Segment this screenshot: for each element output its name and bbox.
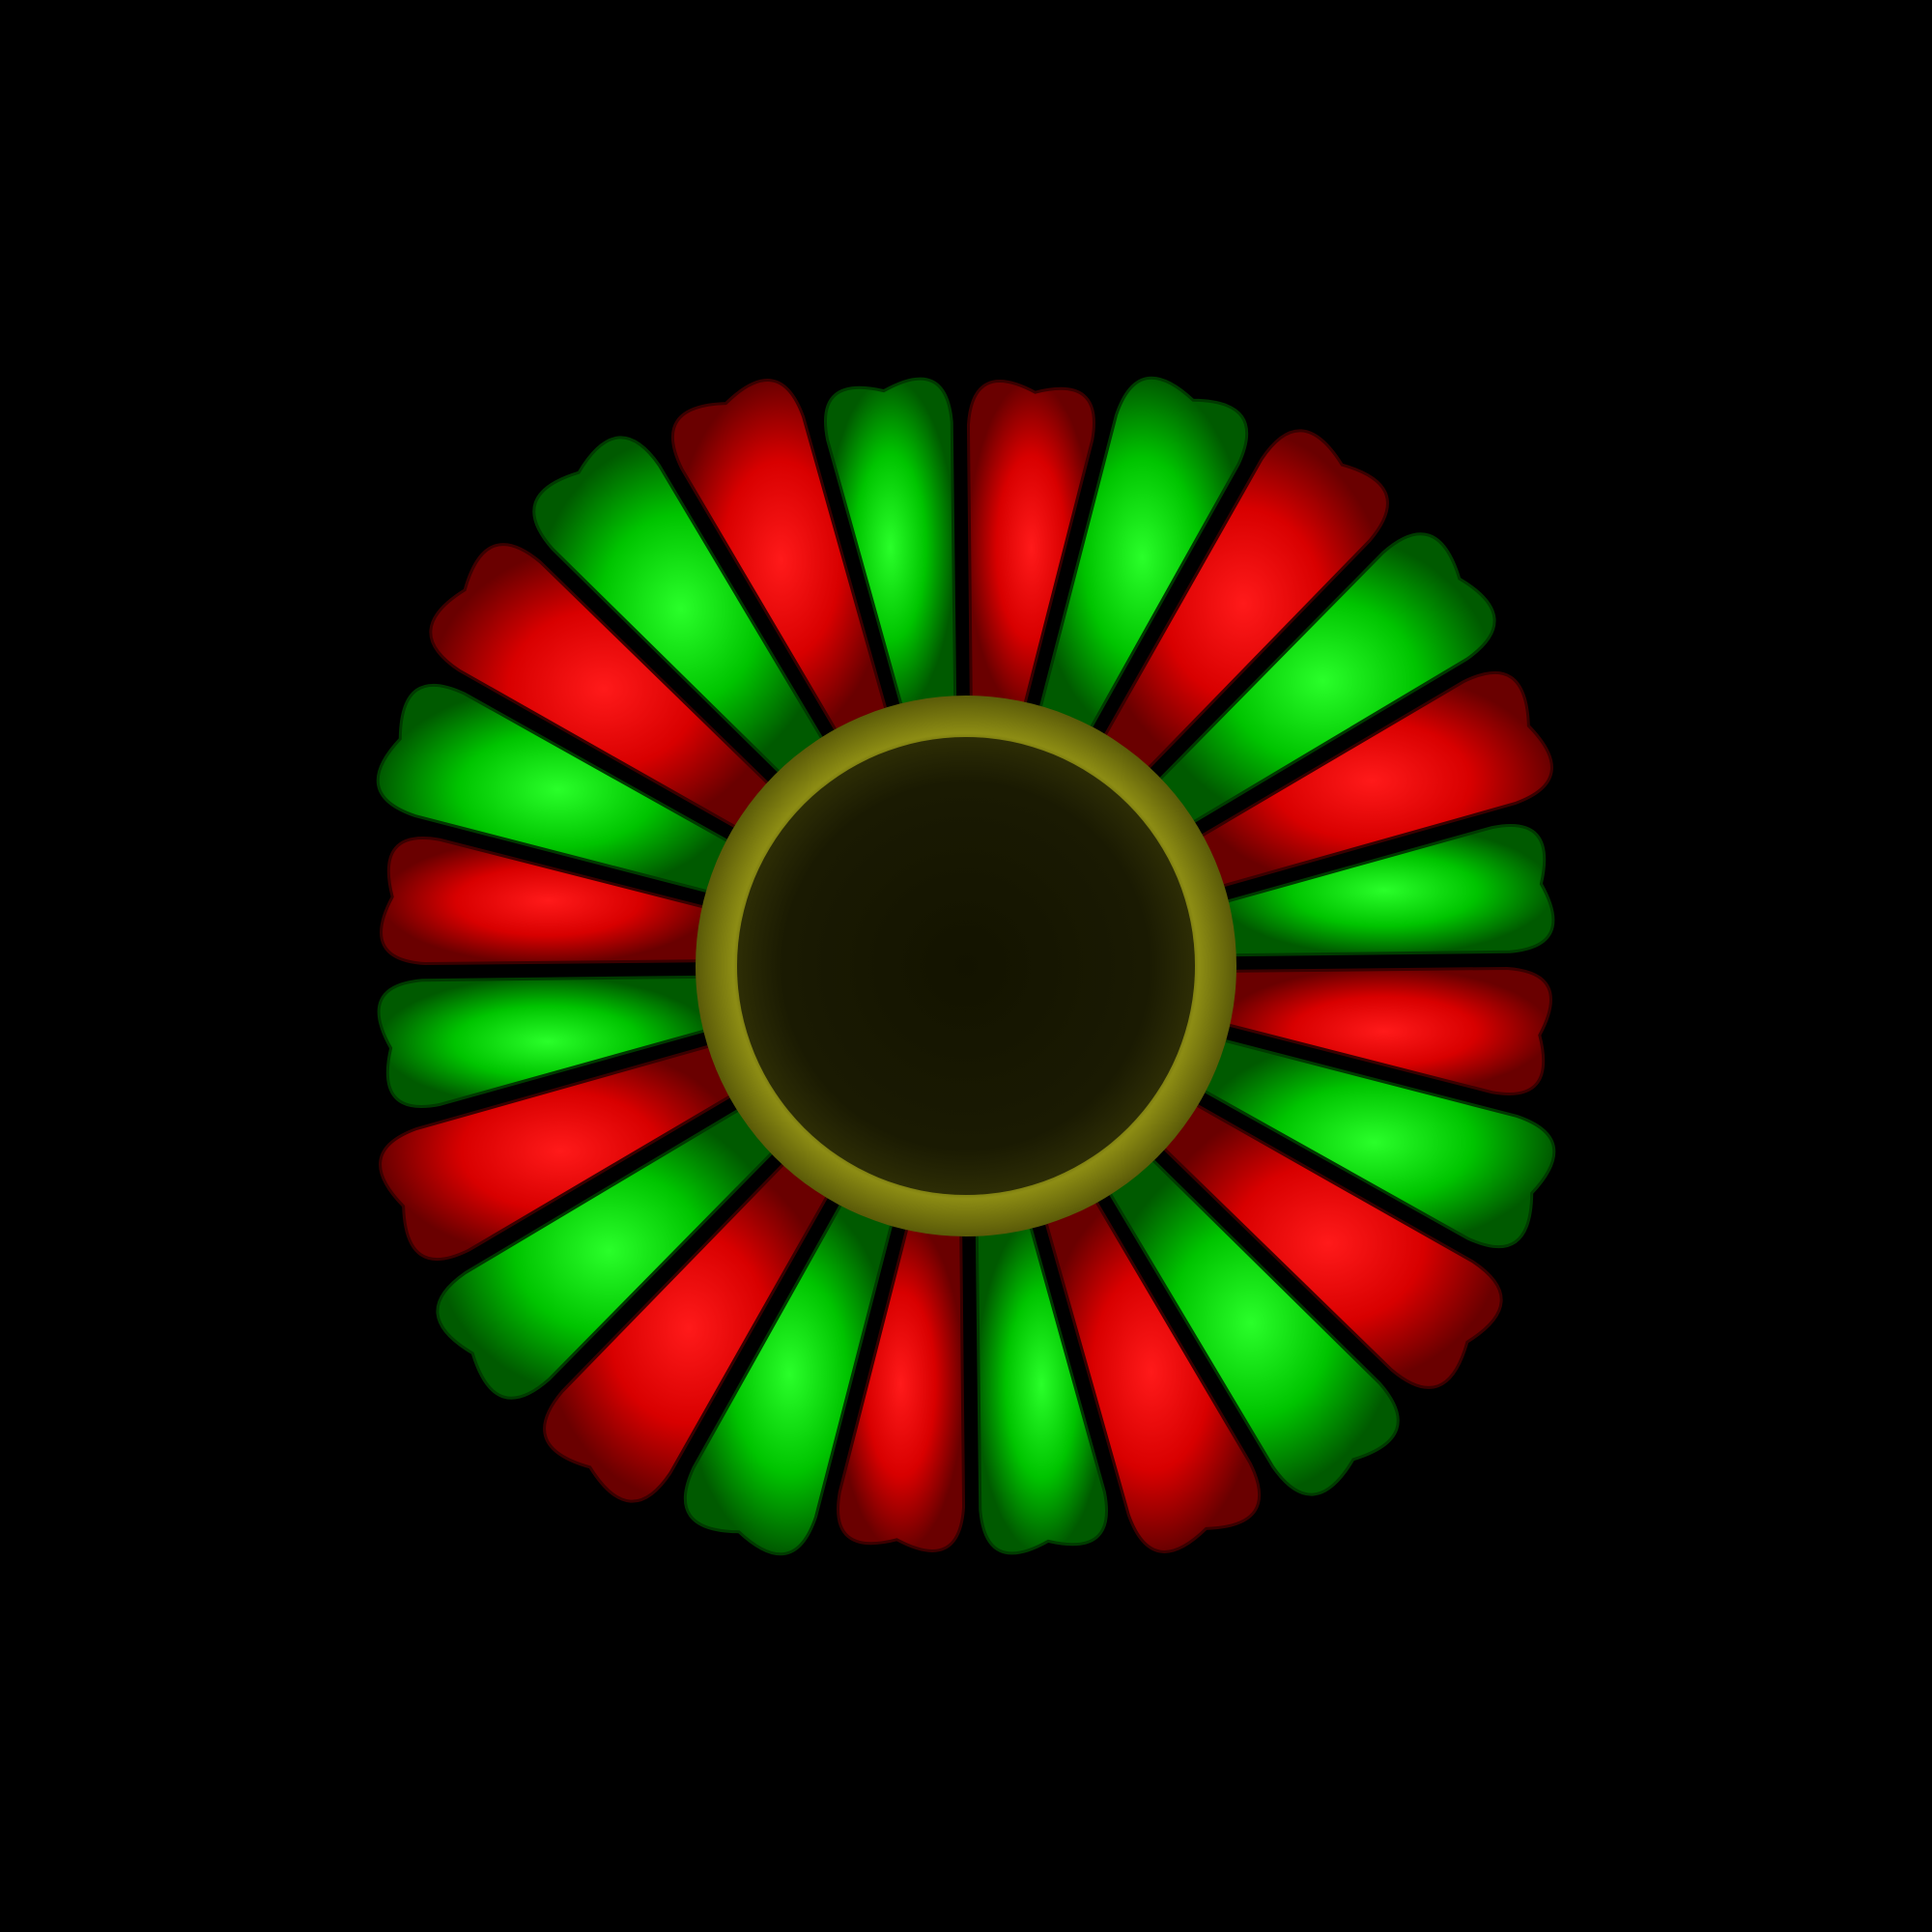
- green-lobe: [824, 377, 957, 719]
- red-lobe: [543, 1153, 836, 1503]
- red-lobe: [671, 379, 892, 743]
- green-lobe: [975, 1213, 1108, 1555]
- red-lobe: [1153, 1096, 1503, 1389]
- green-lobe: [1101, 1150, 1400, 1496]
- red-lobe: [379, 1040, 743, 1261]
- green-lobe: [532, 436, 831, 782]
- red-lobe: [429, 543, 779, 836]
- green-lobe: [1213, 824, 1555, 957]
- red-lobe: [1189, 671, 1553, 892]
- green-lobe: [436, 1101, 782, 1400]
- red-lobe: [1215, 966, 1552, 1095]
- red-lobe: [1096, 429, 1389, 779]
- red-lobe: [380, 837, 717, 966]
- green-lobe: [376, 683, 740, 896]
- red-lobe: [837, 1215, 966, 1552]
- green-lobe: [683, 1192, 896, 1556]
- lobe-group: [376, 376, 1556, 1556]
- red-lobe: [1040, 1189, 1261, 1553]
- green-lobe: [377, 975, 719, 1108]
- green-lobe: [1192, 1036, 1556, 1249]
- red-lobe: [966, 380, 1095, 717]
- green-lobe: [1036, 376, 1249, 740]
- dark-core: [737, 737, 1195, 1195]
- green-lobe: [1150, 532, 1496, 831]
